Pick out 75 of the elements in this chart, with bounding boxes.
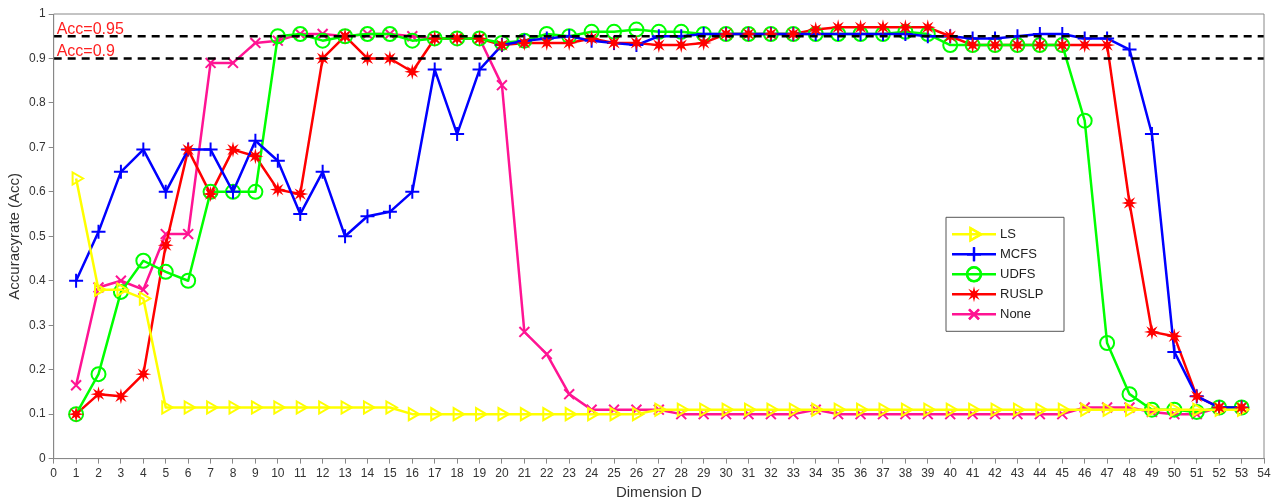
x-tick-label: 42 bbox=[988, 466, 1003, 481]
x-tick-label: 6 bbox=[184, 466, 192, 481]
x-tick-label: 17 bbox=[428, 466, 442, 481]
x-tick-label: 41 bbox=[965, 466, 980, 481]
x-tick-label: 38 bbox=[898, 466, 913, 481]
legend-label: MCFS bbox=[1000, 245, 1038, 261]
ref-line-label: Acc=0.9 bbox=[56, 41, 116, 59]
ref-line-label: Acc=0.95 bbox=[56, 19, 124, 37]
y-tick-label: 0 bbox=[38, 450, 46, 465]
x-tick-label: 29 bbox=[696, 466, 711, 481]
y-tick-label: 0.2 bbox=[28, 361, 46, 376]
x-tick-label: 31 bbox=[741, 466, 756, 481]
x-tick-label: 32 bbox=[764, 466, 778, 481]
x-tick-label: 28 bbox=[674, 466, 689, 481]
x-tick-label: 5 bbox=[162, 466, 170, 481]
x-tick-label: 25 bbox=[607, 466, 622, 481]
x-tick-label: 0 bbox=[50, 466, 58, 481]
x-tick-label: 39 bbox=[921, 466, 935, 481]
x-tick-label: 40 bbox=[943, 466, 958, 481]
y-tick-label: 0.4 bbox=[28, 273, 46, 288]
x-tick-label: 21 bbox=[517, 466, 532, 481]
x-tick-label: 7 bbox=[207, 466, 215, 481]
x-tick-label: 47 bbox=[1100, 466, 1115, 481]
x-tick-label: 4 bbox=[139, 466, 147, 481]
x-tick-label: 10 bbox=[271, 466, 285, 481]
y-tick-label: 0.7 bbox=[28, 139, 46, 154]
x-tick-label: 49 bbox=[1145, 466, 1159, 481]
y-tick-label: 0.6 bbox=[28, 184, 46, 199]
y-tick-label: 1 bbox=[38, 6, 46, 21]
x-tick-label: 8 bbox=[229, 466, 237, 481]
x-axis-title: Dimension D bbox=[615, 483, 702, 501]
x-tick-label: 52 bbox=[1212, 466, 1227, 481]
x-tick-label: 15 bbox=[383, 466, 397, 481]
x-tick-label: 36 bbox=[853, 466, 868, 481]
x-tick-label: 18 bbox=[450, 466, 465, 481]
x-tick-label: 30 bbox=[719, 466, 734, 481]
x-tick-label: 3 bbox=[117, 466, 125, 481]
x-tick-label: 20 bbox=[495, 466, 509, 481]
x-tick-label: 46 bbox=[1078, 466, 1092, 481]
x-tick-label: 13 bbox=[338, 466, 353, 481]
legend-label: UDFS bbox=[1000, 265, 1036, 281]
x-tick-label: 35 bbox=[831, 466, 846, 481]
x-tick-label: 50 bbox=[1167, 466, 1182, 481]
y-tick-label: 0.9 bbox=[28, 50, 46, 65]
x-tick-label: 16 bbox=[405, 466, 420, 481]
x-tick-label: 23 bbox=[562, 466, 577, 481]
x-tick-label: 51 bbox=[1190, 466, 1204, 481]
x-tick-label: 11 bbox=[293, 466, 307, 481]
x-tick-label: 54 bbox=[1257, 466, 1271, 481]
x-tick-label: 27 bbox=[652, 466, 666, 481]
y-tick-label: 0.1 bbox=[28, 406, 46, 421]
y-tick-label: 0.3 bbox=[28, 317, 46, 332]
x-tick-label: 34 bbox=[809, 466, 823, 481]
x-tick-label: 22 bbox=[540, 466, 554, 481]
x-tick-label: 19 bbox=[472, 466, 487, 481]
x-tick-label: 14 bbox=[360, 466, 375, 481]
x-tick-label: 33 bbox=[786, 466, 801, 481]
y-axis-title: Accuracyrate (Acc) bbox=[5, 172, 23, 300]
x-tick-label: 44 bbox=[1033, 466, 1047, 481]
x-tick-label: 12 bbox=[315, 466, 330, 481]
legend-label: LS bbox=[1000, 225, 1017, 241]
x-tick-label: 43 bbox=[1010, 466, 1025, 481]
x-tick-label: 37 bbox=[876, 466, 890, 481]
y-tick-label: 0.8 bbox=[28, 95, 46, 110]
x-tick-label: 53 bbox=[1234, 466, 1249, 481]
legend-label: RUSLP bbox=[1000, 285, 1044, 301]
x-tick-label: 2 bbox=[95, 466, 103, 481]
y-tick-label: 0.5 bbox=[28, 228, 46, 243]
x-tick-label: 1 bbox=[72, 466, 80, 481]
x-tick-label: 45 bbox=[1055, 466, 1070, 481]
x-tick-label: 9 bbox=[252, 466, 260, 481]
legend-label: None bbox=[1000, 305, 1032, 321]
x-tick-label: 48 bbox=[1122, 466, 1137, 481]
x-tick-label: 26 bbox=[629, 466, 644, 481]
x-tick-label: 24 bbox=[584, 466, 599, 481]
